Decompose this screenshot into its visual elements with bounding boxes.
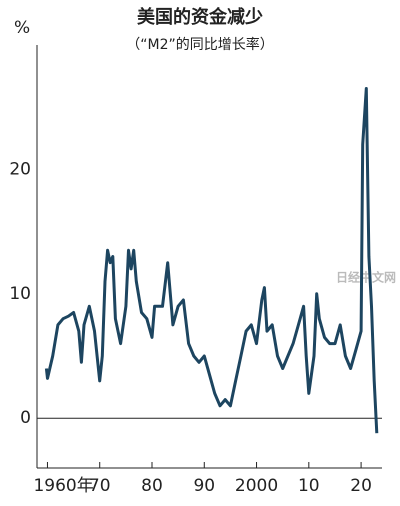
y-tick-label: 20: [9, 159, 31, 179]
x-tick-label: 70: [89, 476, 111, 496]
y-unit: %: [14, 18, 30, 38]
x-tick-label: 90: [193, 476, 215, 496]
watermark: 日经中文网: [336, 270, 396, 285]
x-tick-label: 10: [298, 476, 320, 496]
x-tick-label: 80: [141, 476, 163, 496]
series-line: [44, 87, 379, 434]
y-tick-label: 0: [20, 408, 31, 428]
chart-title: 美国的资金减少: [137, 6, 263, 28]
x-tick-label: 2000: [235, 476, 278, 496]
chart-subtitle: （“M2”的同比增长率）: [126, 36, 274, 53]
x-tick-label: 1960年: [33, 476, 93, 496]
y-tick-label: 10: [9, 284, 31, 304]
x-tick-label: 20: [350, 476, 372, 496]
